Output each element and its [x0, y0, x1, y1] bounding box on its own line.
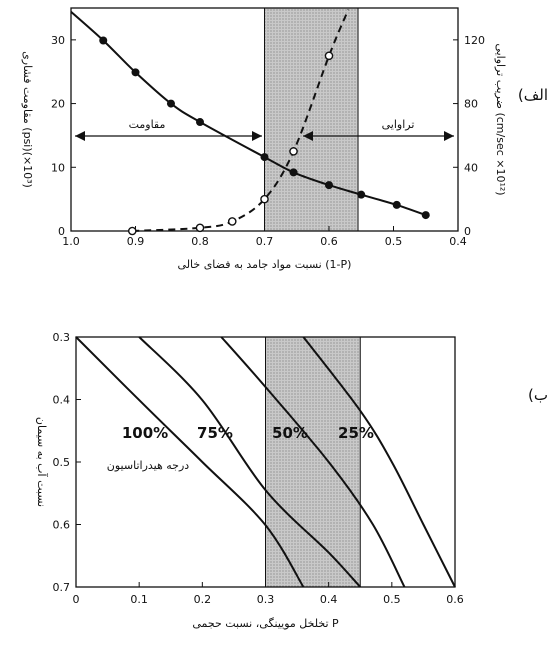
strength-point [166, 99, 175, 108]
x-tick-label: 0.2 [194, 593, 212, 606]
strength-point [131, 68, 140, 77]
panel-a: 1.0 0.9 0.8 0.7 0.6 0.5 0.4010203004080120نسبت… [21, 7, 548, 271]
y-right-tick-label: 0 [464, 225, 471, 238]
x-tick-label: 0.3 [257, 593, 275, 606]
x-tick-label: 0.1 [130, 593, 148, 606]
strength-point [392, 200, 401, 209]
y-right-tick-label: 40 [464, 161, 478, 174]
permeability-point [289, 147, 298, 156]
y-left-tick-label: 20 [51, 98, 65, 111]
permeability-point [195, 223, 205, 233]
strength-point [325, 181, 333, 190]
strength-line [70, 11, 427, 217]
series-label: 25% [338, 424, 374, 442]
x-tick-label: 0.5 [385, 235, 403, 248]
hydration-curve [302, 336, 456, 588]
y-tick-label: 0.5 [53, 456, 71, 469]
series-title: درجه هیدراتاسیون [107, 459, 189, 472]
permeability-arrow-head [303, 131, 313, 141]
y-right-axis-label: ضریب تراوایی (cm/sec ×10¹²) [494, 43, 507, 195]
series-label: 100% [122, 424, 168, 442]
y-left-tick-label: 10 [51, 161, 65, 174]
y-tick-label: 0.3 [53, 331, 71, 344]
strength-point [421, 211, 430, 220]
strength-point [99, 36, 108, 45]
shaded-region [264, 7, 359, 232]
x-tick-label: 0.5 [383, 593, 401, 606]
y-axis-label: نسبت آب به سیمان [35, 417, 49, 507]
strength-point [196, 118, 204, 127]
x-tick-label: 1.0 [62, 235, 80, 248]
x-tick-label: 0.6 [320, 235, 338, 248]
strength-annotation: مقاومت [129, 118, 166, 131]
series-label: 50% [272, 424, 308, 442]
hydration-curve [220, 336, 406, 588]
strength-point [289, 168, 298, 177]
x-tick-label: 0 [73, 593, 80, 606]
x-tick-label: 0.8 [191, 235, 209, 248]
y-right-tick-label: 120 [464, 34, 485, 47]
x-tick-label: 0.6 [446, 593, 464, 606]
series-label: 75% [197, 424, 233, 442]
strength-arrow-head [75, 131, 85, 141]
permeability-point [260, 194, 269, 204]
strength-point [260, 153, 269, 162]
y-left-axis-label: مقاومت فشاری (psi)(×10³) [21, 51, 34, 188]
hydration-curve [75, 336, 305, 588]
y-tick-label: 0.4 [53, 394, 71, 407]
panel-label-a: (الف [518, 86, 548, 104]
permeability-point [227, 217, 237, 226]
x-axis-label: نسبت مواد جامد به فضای خالی (1-P) [178, 258, 352, 271]
y-left-tick-label: 30 [51, 34, 65, 47]
x-axis-label: تخلخل مویینگی، نسبت حجمی P [192, 617, 339, 630]
y-left-tick-label: 0 [58, 225, 65, 238]
panel-label-b: (ب [528, 386, 548, 404]
permeability-arrow-head [444, 131, 454, 141]
strength-point [357, 190, 366, 199]
x-tick-label: 0.9 [127, 235, 145, 248]
x-tick-label: 0.4 [449, 235, 467, 248]
shaded-region [265, 336, 361, 588]
permeability-point [127, 226, 137, 236]
y-right-tick-label: 80 [464, 98, 478, 111]
permeability-point [324, 51, 334, 61]
x-tick-label: 0.4 [320, 593, 338, 606]
x-tick-label: 0.7 [256, 235, 274, 248]
permeability-annotation: تراوایی [382, 118, 415, 131]
y-tick-label: 0.7 [53, 581, 71, 594]
strength-arrow-head [252, 131, 262, 141]
y-tick-label: 0.6 [53, 519, 71, 532]
hydration-curve [138, 336, 362, 588]
panel-b: 0 0.1 0.2 0.3 0.4 0.5 0.6 0.3 0.4 0.5 0.6 0.7 تخلخل … [35, 331, 548, 630]
